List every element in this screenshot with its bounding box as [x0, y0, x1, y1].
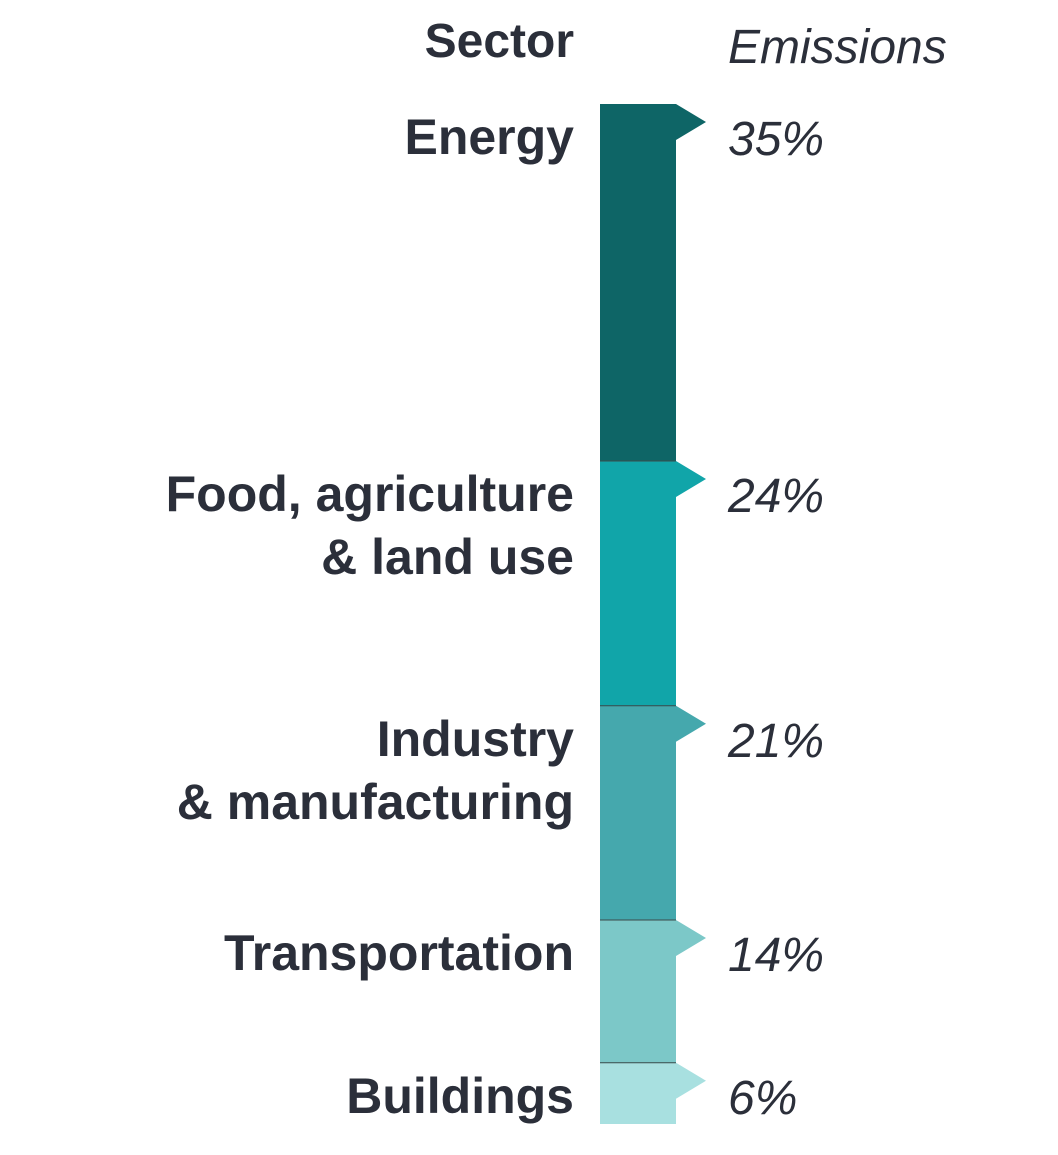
emissions-header: Emissions: [728, 21, 947, 74]
bar-segment-4: [600, 1062, 676, 1124]
bar-segment-0: [600, 104, 676, 461]
value-pointer-1: [676, 461, 706, 497]
value-label: 6%: [728, 1071, 798, 1125]
category-label-line: & land use: [321, 529, 574, 585]
bar-segment-2: [600, 705, 676, 920]
bar-segment-3: [600, 920, 676, 1063]
value-label: 24%: [728, 470, 825, 523]
category-label-line: Transportation: [223, 925, 574, 981]
category-label-line: & manufacturing: [176, 773, 574, 830]
category-label: Buildings: [14, 1065, 574, 1128]
value-pointer-3: [676, 920, 706, 956]
sector-header: Sector: [424, 15, 574, 68]
bar-segment-1: [600, 461, 676, 706]
value-label: 14%: [728, 929, 825, 982]
value-pointer-2: [676, 705, 706, 742]
category-label: Industry & manufacturing: [14, 708, 574, 834]
category-label-line: Energy: [404, 109, 574, 165]
value-label: 35%: [728, 113, 825, 166]
value-label: 21%: [728, 714, 825, 768]
value-pointer-4: [676, 1062, 706, 1099]
category-label-line: Industry: [376, 710, 574, 767]
category-label: Food, agriculture & land use: [14, 463, 574, 589]
value-pointer-0: [676, 104, 706, 140]
category-label-line: Buildings: [346, 1067, 574, 1124]
category-label-line: Food, agriculture: [165, 466, 574, 522]
category-label: Transportation: [14, 922, 574, 985]
category-label: Energy: [14, 106, 574, 169]
